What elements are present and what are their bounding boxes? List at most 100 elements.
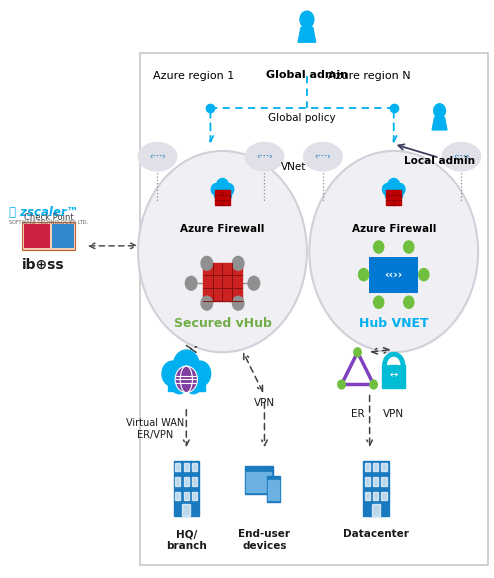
Text: SOFTWARE TECHNOLOGIES LTD.: SOFTWARE TECHNOLOGIES LTD.	[9, 220, 88, 225]
Bar	[382, 365, 405, 388]
Text: HQ/
branch: HQ/ branch	[166, 529, 206, 551]
Circle shape	[162, 361, 183, 386]
Bar	[175, 463, 180, 471]
Bar	[175, 492, 180, 500]
Bar	[184, 477, 189, 486]
Circle shape	[248, 276, 260, 290]
Bar	[192, 463, 197, 471]
Bar	[167, 378, 205, 391]
Circle shape	[232, 297, 244, 310]
Text: ‹···›: ‹···›	[453, 152, 469, 161]
Circle shape	[359, 269, 369, 281]
Bar	[175, 477, 180, 486]
Circle shape	[388, 179, 400, 193]
Circle shape	[190, 361, 210, 386]
Circle shape	[354, 348, 361, 357]
Bar	[268, 480, 279, 499]
Bar	[184, 492, 189, 500]
Text: ‹‹››: ‹‹››	[385, 269, 403, 280]
Bar	[381, 477, 386, 486]
Circle shape	[222, 189, 230, 199]
Circle shape	[185, 276, 197, 290]
Text: ER: ER	[351, 409, 365, 418]
Bar	[365, 492, 370, 500]
Text: ‹···›: ‹···›	[149, 152, 165, 161]
Bar	[365, 477, 370, 486]
Bar	[381, 463, 386, 471]
Ellipse shape	[245, 143, 284, 171]
Circle shape	[175, 366, 198, 392]
Circle shape	[201, 257, 212, 271]
Bar	[22, 223, 76, 250]
Circle shape	[393, 189, 401, 199]
Circle shape	[211, 184, 221, 195]
Circle shape	[224, 184, 234, 195]
Text: Datacenter: Datacenter	[343, 529, 409, 539]
Circle shape	[216, 179, 229, 193]
Bar	[214, 191, 231, 197]
Circle shape	[386, 189, 394, 199]
Circle shape	[373, 241, 384, 253]
Text: Azure region 1: Azure region 1	[153, 71, 234, 81]
Text: ↔: ↔	[390, 370, 398, 380]
Circle shape	[309, 151, 478, 352]
Text: Local admin: Local admin	[404, 155, 475, 165]
Circle shape	[171, 373, 188, 394]
Circle shape	[300, 11, 314, 28]
Bar	[24, 224, 50, 248]
Bar	[363, 461, 389, 516]
Bar	[373, 492, 378, 500]
Circle shape	[173, 350, 200, 381]
Text: ‹···›: ‹···›	[315, 152, 331, 161]
Text: VPN: VPN	[254, 398, 275, 408]
Ellipse shape	[304, 143, 342, 171]
Circle shape	[138, 151, 307, 352]
Ellipse shape	[138, 143, 177, 171]
Circle shape	[338, 380, 345, 389]
Bar	[386, 190, 402, 205]
Text: ‹···›: ‹···›	[256, 152, 273, 161]
Bar	[370, 257, 418, 292]
Text: End-user
devices: End-user devices	[239, 529, 290, 551]
Text: VPN: VPN	[383, 409, 404, 418]
Circle shape	[382, 184, 392, 195]
Circle shape	[215, 189, 223, 199]
Circle shape	[419, 269, 429, 281]
Circle shape	[434, 104, 446, 118]
Circle shape	[404, 296, 414, 308]
Bar	[385, 191, 403, 197]
Circle shape	[395, 184, 405, 195]
Bar	[245, 466, 273, 494]
Text: VNet: VNet	[281, 162, 307, 172]
Bar	[140, 53, 488, 565]
Bar	[381, 492, 386, 500]
Bar	[373, 463, 378, 471]
Bar	[192, 477, 197, 486]
Text: Azure Firewall: Azure Firewall	[180, 224, 265, 234]
Text: Global admin: Global admin	[266, 71, 348, 80]
Bar	[182, 504, 191, 516]
Bar	[247, 472, 271, 492]
Text: Virtual WAN
ER/VPN: Virtual WAN ER/VPN	[126, 418, 184, 440]
Ellipse shape	[442, 143, 481, 171]
Text: Ⓩ zscaler™: Ⓩ zscaler™	[9, 206, 79, 219]
Bar	[184, 463, 189, 471]
Bar	[373, 477, 378, 486]
Circle shape	[185, 373, 202, 394]
Bar	[371, 504, 380, 516]
Bar	[203, 263, 242, 301]
Circle shape	[201, 297, 212, 310]
Bar	[173, 461, 199, 516]
Bar	[192, 492, 197, 500]
Bar	[215, 190, 230, 205]
Circle shape	[373, 296, 384, 308]
Text: Check Point: Check Point	[24, 213, 74, 222]
Text: ib⊕ss: ib⊕ss	[22, 258, 64, 272]
Circle shape	[232, 257, 244, 271]
Text: Global policy: Global policy	[268, 113, 336, 123]
Bar	[52, 224, 74, 248]
Polygon shape	[298, 27, 316, 42]
Polygon shape	[432, 117, 447, 130]
Bar	[365, 463, 370, 471]
Text: Hub VNET: Hub VNET	[359, 317, 428, 330]
